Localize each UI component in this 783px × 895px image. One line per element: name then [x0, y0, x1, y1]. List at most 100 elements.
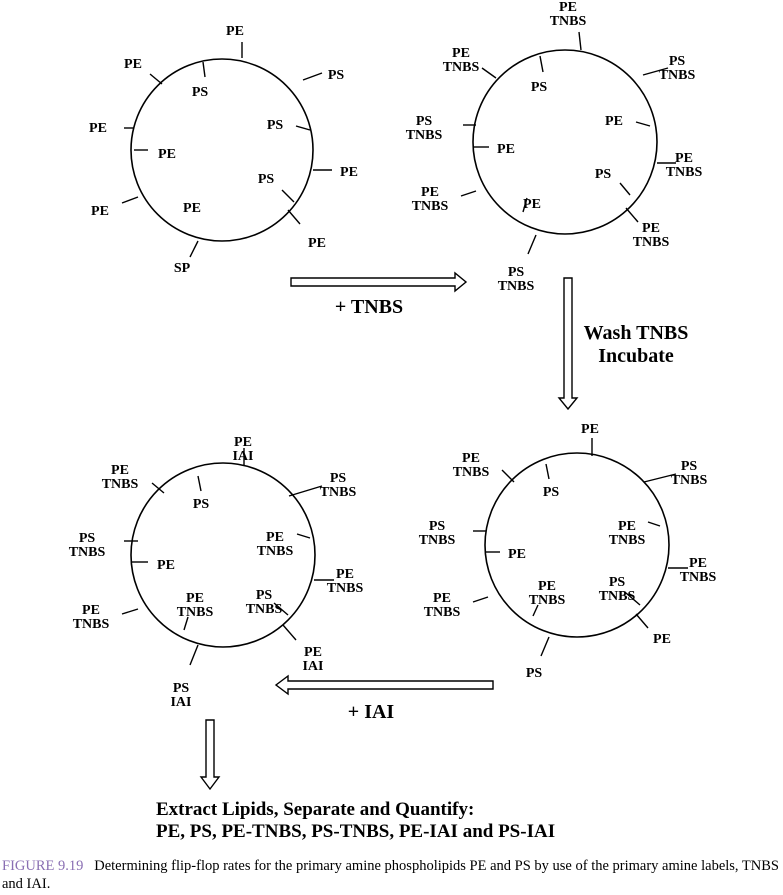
figure-number: FIGURE 9.19	[2, 858, 84, 874]
lipid-tick	[281, 189, 295, 203]
lipid-tick	[635, 613, 649, 629]
lipid-label: SP	[174, 261, 191, 276]
final-step-line2: PE, PS, PE-TNBS, PS-TNBS, PE-IAI and PS-…	[156, 821, 555, 842]
lipid-label: PE	[605, 114, 623, 129]
step-incubate: Incubate	[598, 345, 674, 367]
lipid-tick	[635, 121, 651, 127]
lipid-label: PE TNBS	[453, 451, 490, 480]
arrow-left-iai	[274, 674, 494, 696]
vesicle-after-iai: PE IAI PE TNBS PS PS TNBS PS TNBS PE PE TNBS …	[69, 435, 364, 710]
lipid-label: PE TNBS	[424, 591, 461, 620]
vesicle-membrane	[130, 462, 316, 648]
lipid-label: PE	[183, 201, 201, 216]
lipid-tick	[197, 475, 202, 492]
step-add-tnbs: + TNBS	[335, 296, 403, 318]
vesicle-after-tnbs: PE TNBS PE TNBS PS PS TNBS PS TNBS PE PE PE T…	[406, 0, 703, 294]
lipid-label: PS TNBS	[498, 265, 535, 294]
lipid-label: PS	[267, 118, 284, 133]
lipid-label: PE TNBS	[327, 567, 364, 596]
lipid-tick	[643, 473, 677, 483]
lipid-label: PE	[308, 236, 326, 251]
lipid-tick	[151, 482, 165, 494]
lipid-label: PS TNBS	[69, 531, 106, 560]
lipid-label: PS TNBS	[659, 54, 696, 83]
lipid-tick	[532, 604, 539, 617]
lipid-label: PE	[508, 547, 526, 562]
lipid-tick	[625, 592, 641, 606]
lipid-tick	[472, 596, 489, 603]
lipid-label: PE TNBS	[177, 591, 214, 620]
lipid-tick	[481, 67, 497, 79]
lipid-label: PS IAI	[170, 681, 191, 710]
figure-caption: FIGURE 9.19 Determining flip-flop rates …	[2, 857, 783, 893]
lipid-label: PE	[226, 24, 244, 39]
lipid-tick	[282, 624, 297, 641]
lipid-label: PE	[89, 121, 107, 136]
lipid-tick	[527, 234, 537, 255]
lipid-label: PS TNBS	[599, 575, 636, 604]
arrow-down-wash	[557, 277, 579, 411]
lipid-label: PS	[526, 666, 543, 681]
lipid-label: PE	[497, 142, 515, 157]
lipid-label: PE TNBS	[529, 579, 566, 608]
vesicle-after-incubate: PE PE TNBS PS PS TNBS PS TNBS PE PE TNBS PE T…	[419, 422, 717, 681]
lipid-tick	[202, 61, 206, 78]
vesicle-membrane	[130, 58, 314, 242]
caption-text: Determining flip-flop rates for the prim…	[2, 858, 779, 892]
lipid-tick	[273, 602, 289, 616]
lipid-label: PE	[340, 165, 358, 180]
lipid-tick	[189, 644, 199, 666]
lipid-label: PE IAI	[232, 435, 253, 464]
lipid-tick	[539, 55, 544, 73]
lipid-tick	[545, 463, 550, 480]
lipid-tick	[540, 636, 550, 657]
lipid-tick	[501, 469, 515, 483]
lipid-tick	[619, 182, 631, 196]
lipid-label: PS	[543, 485, 560, 500]
lipid-label: PE TNBS	[102, 463, 139, 492]
lipid-tick	[183, 616, 189, 631]
lipid-label: PE TNBS	[550, 0, 587, 29]
vesicle-membrane	[472, 49, 658, 235]
lipid-label: PS TNBS	[419, 519, 456, 548]
lipid-label: PS TNBS	[320, 471, 357, 500]
lipid-label: PE TNBS	[73, 603, 110, 632]
lipid-label: PS	[328, 68, 345, 83]
lipid-tick	[647, 521, 661, 527]
lipid-tick	[578, 31, 582, 51]
lipid-tick	[302, 72, 323, 81]
lipid-label: PE	[158, 147, 176, 162]
lipid-label: PE	[124, 57, 142, 72]
lipid-label: PS	[531, 80, 548, 95]
lipid-tick	[642, 67, 669, 76]
lipid-label: PE TNBS	[412, 185, 449, 214]
arrow-right-tnbs	[290, 271, 468, 293]
lipid-tick	[460, 190, 477, 197]
lipid-tick	[149, 73, 163, 85]
lipid-label: PS	[193, 497, 210, 512]
lipid-label: PS TNBS	[406, 114, 443, 143]
flip-flop-diagram: PE PE PS PS PE PS PE PE PS PE PE PE SP P…	[69, 0, 717, 842]
lipid-label: PS TNBS	[671, 459, 708, 488]
lipid-tick	[121, 196, 139, 204]
lipid-label: PS	[595, 167, 612, 182]
lipid-label: PE	[523, 197, 541, 212]
step-add-iai: + IAI	[348, 701, 395, 723]
lipid-label: PS	[192, 85, 209, 100]
lipid-tick	[625, 207, 639, 223]
lipid-label: PE TNBS	[680, 556, 717, 585]
lipid-label: PE IAI	[302, 645, 323, 674]
lipid-label: PE	[157, 558, 175, 573]
final-step-line1: Extract Lipids, Separate and Quantify:	[156, 799, 474, 820]
lipid-label: PE TNBS	[666, 151, 703, 180]
lipid-label: PS	[258, 172, 275, 187]
lipid-label: PS TNBS	[246, 588, 283, 617]
vesicle-membrane	[484, 452, 670, 638]
lipid-label: PE TNBS	[257, 530, 294, 559]
step-wash-tnbs: Wash TNBS	[584, 322, 689, 344]
vesicle-initial: PE PE PS PS PE PS PE PE PS PE PE PE SP	[89, 24, 358, 276]
lipid-tick	[296, 533, 311, 539]
lipid-tick	[189, 240, 199, 258]
lipid-tick	[121, 608, 139, 615]
lipid-label: PE	[653, 632, 671, 647]
